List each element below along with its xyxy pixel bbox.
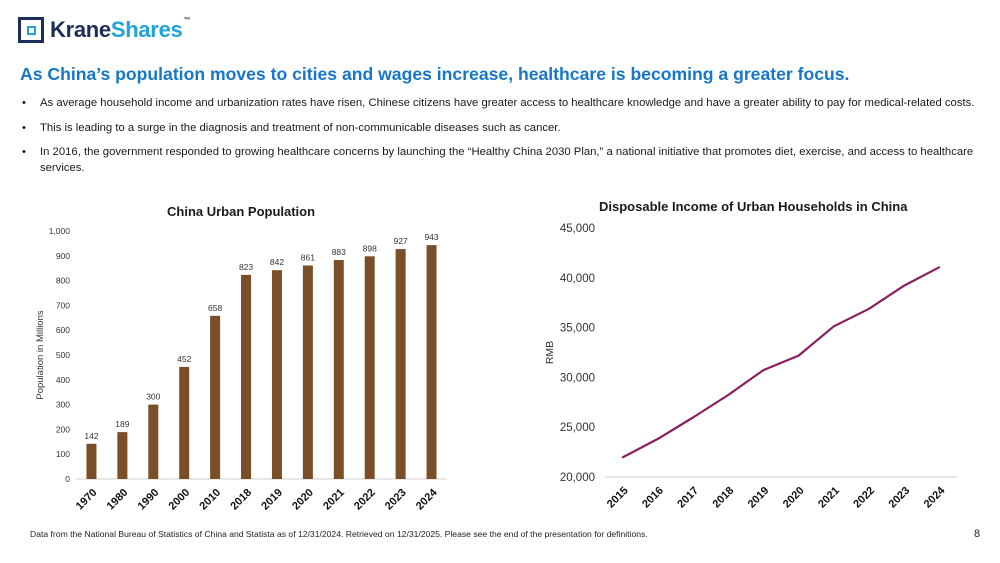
x-tick-label: 2024	[414, 486, 440, 512]
y-tick-label: 400	[56, 375, 70, 385]
krane-shares-logo: KraneShares™	[18, 17, 190, 43]
data-point-2021	[833, 325, 835, 328]
x-tick-label: 2019	[746, 485, 772, 511]
bar-2000	[179, 366, 190, 479]
x-tick-label: 2022	[352, 487, 378, 513]
logo-wordmark: KraneShares™	[50, 17, 191, 42]
y-tick-label: 0	[65, 474, 70, 484]
y-axis-label: Population in Millions	[35, 310, 46, 399]
bullet-item: This is leading to a surge in the diagno…	[22, 121, 984, 137]
y-tick-label: 20,000	[560, 472, 595, 484]
bar-2018	[241, 274, 252, 479]
bar-1990	[148, 404, 159, 479]
income-series-line	[622, 266, 940, 459]
bar-1980	[117, 432, 128, 479]
x-tick-label: 2016	[640, 485, 666, 511]
data-label: 898	[363, 243, 377, 253]
bullet-item: In 2016, the government responded to gro…	[22, 145, 984, 176]
x-tick-label: 2022	[851, 485, 877, 511]
y-tick-label: 300	[56, 400, 70, 410]
bar-2024	[426, 245, 437, 479]
x-tick-label: 2023	[383, 487, 409, 513]
x-tick-label: 2020	[290, 487, 316, 513]
data-label: 927	[394, 236, 408, 246]
y-tick-label: 500	[56, 350, 70, 360]
bar-2023	[395, 249, 406, 479]
y-tick-label: 45,000	[560, 223, 595, 235]
y-tick-label: 40,000	[560, 273, 595, 285]
y-tick-label: 700	[56, 300, 70, 310]
bar-2022	[364, 256, 375, 479]
x-tick-label: 2024	[922, 484, 948, 510]
bar-2010	[210, 315, 221, 479]
x-tick-label: 2019	[259, 487, 285, 513]
data-point-2024	[938, 266, 941, 268]
urban-population-chart-title: China Urban Population	[167, 204, 316, 219]
data-point-2018	[727, 394, 729, 396]
urban-population-chart: 0 100 200 300 400 500 600 700 800 900 1,000 142 1970…	[35, 226, 447, 513]
x-tick-label: 2015	[605, 485, 631, 511]
y-axis-label: RMB	[544, 341, 556, 364]
data-label: 823	[239, 262, 253, 272]
y-tick-label: 30,000	[560, 372, 595, 384]
data-label: 300	[146, 392, 160, 402]
x-tick-label: 2021	[816, 485, 842, 511]
data-point-2015	[621, 456, 624, 459]
y-tick-label: 35,000	[560, 323, 595, 335]
x-tick-label: 1990	[136, 487, 162, 513]
data-label: 189	[115, 419, 129, 429]
y-tick-label: 600	[56, 325, 70, 335]
x-tick-label: 2023	[887, 485, 913, 511]
x-tick-label: 1980	[105, 487, 131, 513]
data-label: 943	[424, 232, 438, 242]
x-tick-label: 2010	[197, 487, 223, 513]
data-label: 883	[332, 247, 346, 257]
data-label: 861	[301, 252, 315, 262]
x-tick-label: 2018	[228, 487, 254, 513]
page-number: 8	[974, 528, 981, 540]
x-tick-label: 1970	[74, 487, 100, 513]
x-tick-label: 2000	[167, 487, 193, 513]
data-label: 658	[208, 303, 222, 313]
disposable-income-chart-title: Disposable Income of Urban Households in…	[599, 199, 908, 214]
data-label: 842	[270, 257, 284, 267]
bar-2020	[302, 265, 313, 479]
data-label: 142	[84, 431, 98, 441]
bullet-item: As average household income and urbaniza…	[22, 96, 984, 112]
footnote: Data from the National Bureau of Statist…	[30, 529, 648, 539]
data-point-2023	[903, 284, 905, 287]
logo-mark-icon	[18, 17, 44, 43]
y-tick-label: 1,000	[49, 226, 71, 236]
y-tick-label: 800	[56, 276, 70, 286]
x-tick-label: 2021	[321, 487, 347, 513]
x-tick-label: 2017	[675, 485, 701, 511]
x-tick-label: 2020	[781, 485, 807, 511]
y-tick-label: 25,000	[560, 422, 595, 434]
headline: As China’s population moves to cities an…	[20, 64, 850, 84]
data-point-2017	[692, 416, 694, 419]
bar-2021	[333, 260, 344, 479]
y-tick-label: 100	[56, 449, 70, 459]
bar-2019	[271, 270, 282, 479]
disposable-income-chart: 20,000 25,000 30,000 35,000 40,000 45,000 2015…	[544, 223, 957, 511]
data-point-2022	[868, 308, 870, 310]
data-point-2020	[797, 354, 800, 357]
bar-1970	[86, 443, 97, 479]
data-point-2019	[762, 369, 765, 371]
y-tick-label: 900	[56, 251, 70, 261]
y-tick-label: 200	[56, 424, 70, 434]
data-label: 452	[177, 354, 191, 364]
x-tick-label: 2018	[711, 485, 737, 511]
data-point-2016	[657, 438, 659, 440]
bullet-list: As average household income and urbaniza…	[22, 96, 984, 185]
